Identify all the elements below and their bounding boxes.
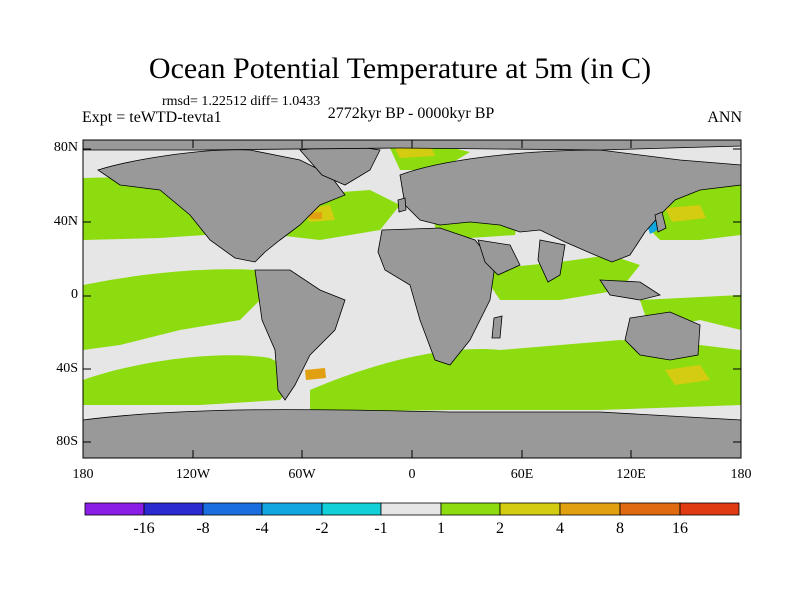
- eurasia: [399, 149, 742, 263]
- period-label: 2772kyr BP - 0000kyr BP: [327, 105, 495, 122]
- colorbar-box: [261, 502, 323, 516]
- colorbar-label: 1: [437, 520, 445, 537]
- india: [537, 239, 566, 283]
- japan: [654, 211, 667, 233]
- australia: [624, 311, 701, 361]
- south-america: [254, 269, 346, 401]
- axis-ticks: [83, 140, 741, 458]
- lat-tick-label: 0: [71, 287, 78, 302]
- colorbar-box: [679, 502, 740, 516]
- colorbar-label: -4: [255, 520, 269, 537]
- colorbar-box: [84, 502, 145, 516]
- colorbar-label: 2: [496, 520, 504, 537]
- colorbar-box: [559, 502, 621, 516]
- map-title: Ocean Potential Temperature at 5m (in C): [148, 52, 652, 85]
- africa: [377, 227, 496, 366]
- lat-tick-label: 80N: [53, 140, 78, 155]
- uk: [397, 197, 407, 213]
- lon-tick-label: 180: [72, 467, 94, 482]
- experiment-label: Expt = teWTD-tevta1: [82, 109, 222, 126]
- lon-tick-label: 180: [730, 467, 752, 482]
- land-masses: [82, 139, 742, 459]
- colorbar-label: -16: [133, 520, 155, 537]
- arabia: [477, 239, 521, 276]
- lat-tick-label: 80S: [56, 434, 78, 449]
- colorbar-box: [619, 502, 681, 516]
- north-america: [97, 149, 346, 263]
- lon-tick-label: 120E: [616, 467, 646, 482]
- colorbar-box: [440, 502, 501, 516]
- colorbar-label: -8: [196, 520, 210, 537]
- madagascar: [491, 315, 503, 339]
- lon-tick-label: 120W: [175, 467, 211, 482]
- season-label: ANN: [707, 109, 742, 126]
- antarctica: [82, 409, 742, 459]
- indonesia: [599, 279, 661, 301]
- colorbar-box: [321, 502, 382, 516]
- colorbar-label: -2: [315, 520, 329, 537]
- lat-tick-label: 40N: [53, 214, 78, 229]
- stats-label: rmsd= 1.22512 diff= 1.0433: [162, 94, 321, 109]
- colorbar-label: 4: [556, 520, 564, 537]
- colorbar-box: [380, 502, 442, 516]
- lat-tick-label: 40S: [56, 361, 78, 376]
- colorbar-label: 16: [672, 520, 688, 537]
- lon-tick-label: 60E: [510, 467, 534, 482]
- colorbar-box: [202, 502, 263, 516]
- colorbar-box: [143, 502, 204, 516]
- colorbar-box: [499, 502, 561, 516]
- colorbar-label: -1: [374, 520, 388, 537]
- colorbar: [84, 502, 740, 516]
- lon-tick-label: 0: [408, 467, 416, 482]
- lon-tick-label: 60W: [288, 467, 316, 482]
- colorbar-label: 8: [616, 520, 624, 537]
